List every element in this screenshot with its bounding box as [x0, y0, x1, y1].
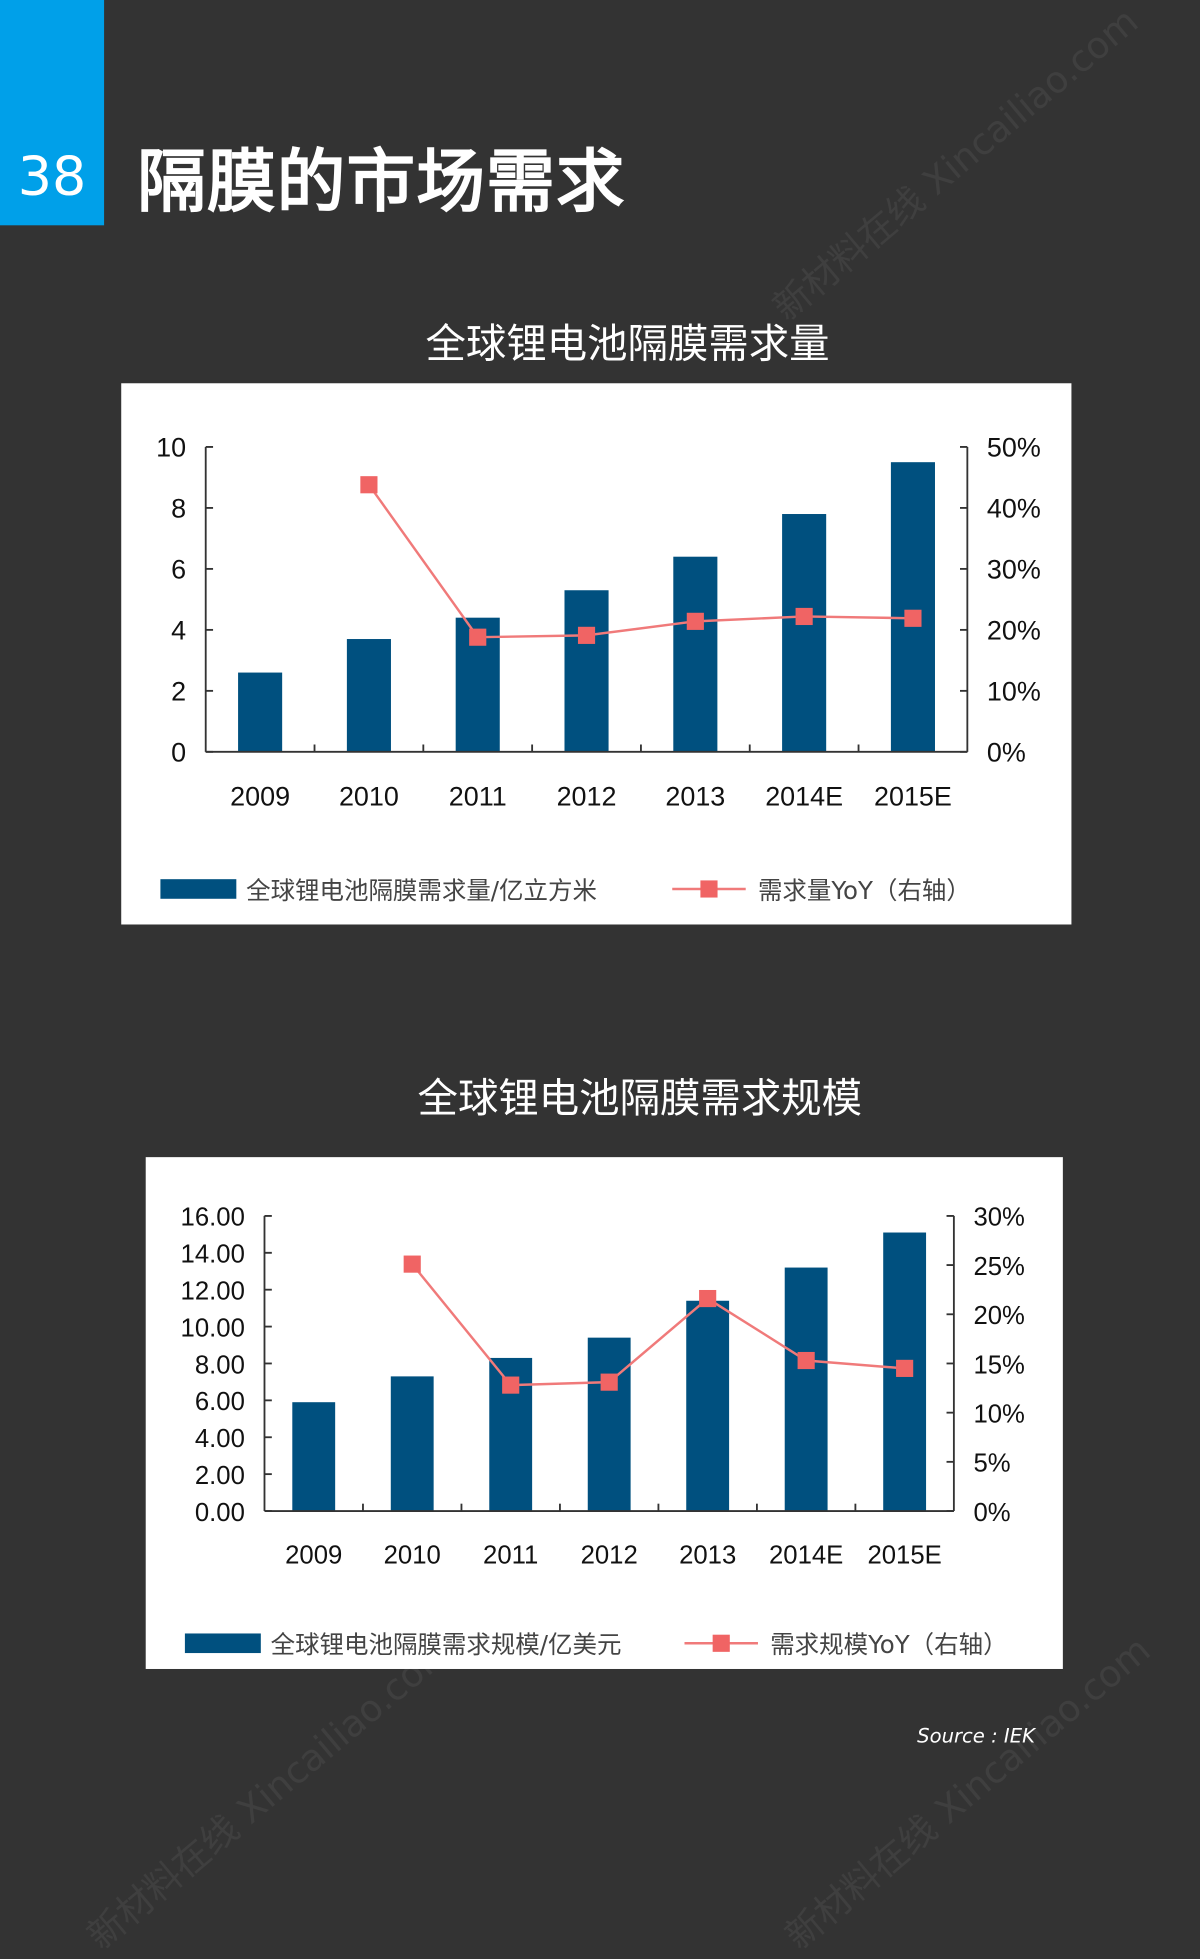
yoy-marker-2014E [795, 607, 813, 626]
bar-2012 [564, 590, 609, 752]
chart-title-1: 全球锂电池隔膜需求量 [425, 319, 830, 368]
x-tick-label: 2012 [581, 1542, 638, 1570]
page-title: 隔膜的市场需求 [137, 143, 626, 223]
y2-tick-label: 20% [973, 1302, 1024, 1330]
y-tick-label: 10 [156, 433, 186, 463]
yoy-marker-2015E [896, 1359, 914, 1377]
y2-tick-label: 20% [987, 616, 1041, 646]
x-tick-label: 2014E [769, 1542, 843, 1570]
legend-line-marker [712, 1634, 730, 1652]
bar-2009 [238, 672, 283, 752]
yoy-marker-2010 [403, 1255, 421, 1273]
yoy-marker-2011 [469, 628, 487, 646]
page-number: 38 [17, 145, 87, 209]
x-tick-label: 2012 [557, 782, 617, 812]
yoy-marker-2013 [686, 612, 704, 630]
x-tick-label: 2015E [867, 1542, 941, 1570]
y-tick-label: 2.00 [195, 1462, 245, 1490]
x-tick-label: 2011 [449, 782, 507, 812]
page-number-badge: 38 [0, 0, 105, 226]
legend-bar-swatch [184, 1633, 261, 1654]
y-tick-label: 8 [171, 494, 186, 524]
yoy-line [411, 1263, 905, 1387]
y-tick-label: 6 [171, 555, 186, 585]
watermark: 新材料在线 Xincailiao.com [79, 1628, 462, 1959]
y-tick-label: 16.00 [181, 1204, 245, 1232]
y2-tick-label: 25% [973, 1253, 1024, 1281]
y-tick-label: 12.00 [181, 1277, 245, 1305]
chart-title-2: 全球锂电池隔膜需求规模 [417, 1073, 863, 1122]
bar-2013 [686, 1300, 730, 1512]
bar-2015E [890, 462, 935, 752]
y2-tick-label: 50% [987, 433, 1041, 463]
legend-line-label: 需求规模YoY（右轴） [770, 1630, 1007, 1659]
x-tick-label: 2010 [339, 782, 399, 812]
y2-tick-label: 5% [973, 1450, 1010, 1478]
y2-tick-label: 15% [973, 1351, 1024, 1379]
x-tick-label: 2014E [765, 782, 843, 812]
bar-2014E [782, 514, 827, 752]
bar-2010 [346, 639, 391, 752]
y2-tick-label: 0% [973, 1499, 1010, 1527]
bar-2014E [784, 1267, 828, 1512]
y-tick-label: 2 [171, 677, 186, 707]
watermark: 新材料在线 Xincailiao.com [777, 1628, 1160, 1959]
x-tick-label: 2011 [483, 1542, 538, 1570]
yoy-marker-2013 [699, 1289, 717, 1308]
y-tick-label: 8.00 [195, 1351, 245, 1379]
yoy-marker-2015E [904, 609, 922, 627]
legend-bar-label: 全球锂电池隔膜需求量/亿立方米 [246, 876, 597, 905]
legend-bar-label: 全球锂电池隔膜需求规模/亿美元 [271, 1630, 622, 1659]
y-tick-label: 4 [171, 616, 186, 646]
x-tick-label: 2009 [230, 782, 290, 812]
yoy-marker-2012 [577, 626, 596, 644]
yoy-marker-2010 [360, 476, 378, 494]
y-tick-label: 0 [171, 738, 186, 768]
yoy-marker-2011 [502, 1376, 520, 1394]
bar-2013 [673, 556, 718, 752]
y-tick-label: 14.00 [181, 1241, 245, 1269]
x-tick-label: 2010 [384, 1542, 441, 1570]
y2-tick-label: 10% [987, 677, 1041, 707]
chart-2: 0.00 2.00 4.00 6.00 8.00 10.00 12.00 14.00 16.00… [145, 1157, 1063, 1669]
legend-bar-swatch [160, 879, 237, 899]
x-tick-label: 2013 [665, 782, 725, 812]
yoy-marker-2012 [600, 1373, 618, 1391]
bar-2012 [587, 1337, 631, 1512]
x-tick-label: 2009 [285, 1542, 342, 1570]
y-tick-label: 0.00 [195, 1499, 245, 1527]
y2-tick-label: 30% [973, 1204, 1024, 1232]
x-tick-label: 2015E [874, 782, 952, 812]
watermark: 新材料在线 Xincailiao.com [765, 0, 1147, 330]
legend-line-marker [700, 880, 718, 898]
source-note: Source : IEK [917, 1724, 1035, 1748]
bar-2009 [292, 1402, 336, 1512]
y2-tick-label: 0% [987, 738, 1026, 768]
yoy-line [367, 484, 913, 639]
y-tick-label: 4.00 [195, 1425, 245, 1453]
y2-tick-label: 40% [987, 494, 1041, 524]
yoy-marker-2014E [797, 1351, 815, 1370]
y-tick-label: 10.00 [181, 1314, 245, 1342]
x-tick-label: 2013 [679, 1542, 736, 1570]
y-tick-label: 6.00 [195, 1388, 245, 1416]
y2-tick-label: 30% [987, 555, 1041, 585]
chart-1: 0 2 4 6 8 10 0% 10% 20% 30% 40% 50% 2009 2010 2011 2012… [121, 383, 1072, 925]
y2-tick-label: 10% [973, 1400, 1024, 1428]
bar-2010 [390, 1376, 434, 1512]
legend-line-label: 需求量YoY（右轴） [758, 876, 971, 905]
